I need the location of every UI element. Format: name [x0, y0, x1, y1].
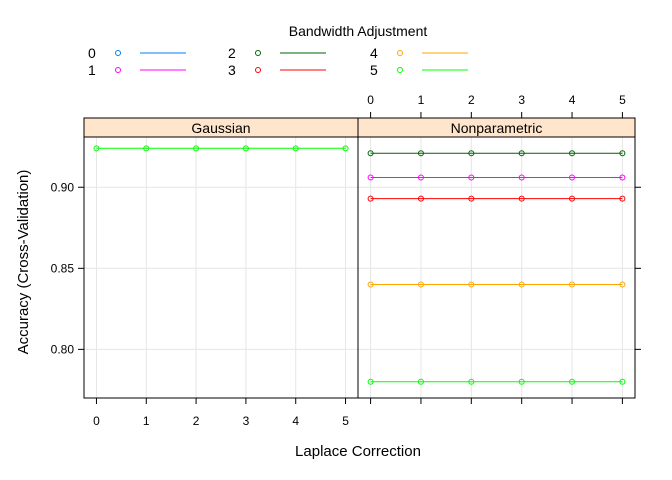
- x-axis-label: Laplace Correction: [295, 443, 421, 460]
- x-tick-label-bottom: 4: [292, 414, 299, 428]
- data-point-bw-4: [619, 281, 626, 288]
- panel-frames: Gaussian Nonparametric: [83, 117, 636, 399]
- legend-marker-1: [115, 67, 121, 73]
- data-point-bw-1: [468, 174, 475, 181]
- y-tick-label: 0.80: [51, 342, 75, 356]
- y-tick-label: 0.90: [51, 180, 75, 194]
- axes: 0 0 1 1 2 2 3 3 4 4 5 5 0.80 0.85 0.90: [51, 93, 641, 428]
- legend: Bandwidth Adjustment 01 23 45: [88, 23, 468, 78]
- data-point-bw-1: [417, 174, 424, 181]
- series-layer: [93, 145, 626, 385]
- data-point-bw-5: [619, 378, 626, 385]
- legend-marker-3: [255, 67, 261, 73]
- data-point-bw-5: [93, 145, 100, 152]
- x-tick-label-top: 5: [619, 93, 626, 107]
- data-point-bw-3: [417, 195, 424, 202]
- data-point-bw-3: [518, 195, 525, 202]
- data-point-bw-4: [417, 281, 424, 288]
- x-tick-label-bottom: 0: [93, 414, 100, 428]
- data-point-bw-2: [367, 150, 374, 157]
- legend-marker-5: [397, 67, 403, 73]
- data-point-bw-1: [518, 174, 525, 181]
- x-tick-label-bottom: 3: [243, 414, 250, 428]
- data-point-bw-4: [569, 281, 576, 288]
- data-point-bw-4: [468, 281, 475, 288]
- data-point-bw-3: [468, 195, 475, 202]
- data-point-bw-2: [518, 150, 525, 157]
- x-tick-label-top: 4: [569, 93, 576, 107]
- legend-label-1: 1: [88, 62, 96, 78]
- x-tick-label-bottom: 2: [193, 414, 200, 428]
- x-tick-label-bottom: 5: [342, 414, 349, 428]
- data-point-bw-5: [143, 145, 150, 152]
- y-tick-label: 0.85: [51, 261, 75, 275]
- data-point-bw-5: [292, 145, 299, 152]
- data-point-bw-5: [242, 145, 249, 152]
- grid: [84, 137, 635, 398]
- legend-label-2: 2: [228, 45, 236, 61]
- data-point-bw-1: [367, 174, 374, 181]
- x-tick-label-top: 3: [518, 93, 525, 107]
- data-point-bw-2: [468, 150, 475, 157]
- data-point-bw-1: [569, 174, 576, 181]
- data-point-bw-5: [342, 145, 349, 152]
- data-point-bw-2: [417, 150, 424, 157]
- legend-marker-4: [397, 50, 403, 56]
- legend-marker-2: [255, 50, 261, 56]
- x-tick-label-bottom: 1: [143, 414, 150, 428]
- x-tick-label-top: 0: [367, 93, 374, 107]
- panel-title-gaussian: Gaussian: [191, 120, 250, 136]
- data-point-bw-5: [367, 378, 374, 385]
- y-axis-label: Accuracy (Cross-Validation): [15, 170, 32, 355]
- x-tick-label-top: 2: [468, 93, 475, 107]
- data-point-bw-5: [417, 378, 424, 385]
- data-point-bw-1: [619, 174, 626, 181]
- data-point-bw-5: [518, 378, 525, 385]
- data-point-bw-3: [569, 195, 576, 202]
- legend-label-4: 4: [370, 45, 378, 61]
- data-point-bw-4: [518, 281, 525, 288]
- data-point-bw-4: [367, 281, 374, 288]
- panel-frame: [83, 136, 359, 399]
- panel-frame: [357, 136, 636, 399]
- x-tick-label-top: 1: [418, 93, 425, 107]
- data-point-bw-3: [619, 195, 626, 202]
- data-point-bw-2: [619, 150, 626, 157]
- legend-label-3: 3: [228, 62, 236, 78]
- data-point-bw-2: [569, 150, 576, 157]
- legend-label-0: 0: [88, 45, 96, 61]
- legend-title: Bandwidth Adjustment: [289, 23, 428, 39]
- data-point-bw-5: [468, 378, 475, 385]
- legend-marker-0: [115, 50, 121, 56]
- data-point-bw-5: [569, 378, 576, 385]
- data-point-bw-3: [367, 195, 374, 202]
- legend-label-5: 5: [370, 62, 378, 78]
- panel-title-nonparametric: Nonparametric: [451, 120, 543, 136]
- data-point-bw-5: [193, 145, 200, 152]
